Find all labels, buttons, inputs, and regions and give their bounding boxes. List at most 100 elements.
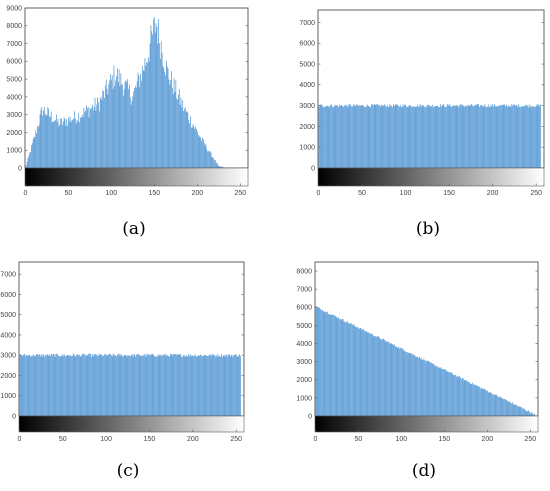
histogram-bar (492, 394, 493, 416)
histogram-bar (92, 110, 94, 168)
histogram-bar (349, 104, 351, 168)
histogram-bar (376, 335, 378, 416)
histogram-bar (460, 104, 461, 168)
histogram-bar (58, 126, 60, 168)
histogram-bar (458, 375, 460, 416)
histogram-bar (372, 335, 374, 416)
y-tick-label: 9000 (6, 5, 22, 12)
histogram-bar (196, 131, 198, 168)
histogram-bar (58, 356, 60, 416)
histogram-bar (395, 104, 397, 168)
histogram-bar (76, 120, 78, 168)
histogram-bar (190, 356, 192, 416)
histogram-bar (113, 65, 115, 168)
histogram-bar (433, 364, 435, 416)
x-tick-label: 250 (234, 190, 246, 197)
histogram-bar (115, 355, 117, 416)
histogram-bar (345, 322, 346, 416)
histogram-bar (323, 311, 325, 416)
y-tick-label: 7000 (0, 272, 16, 279)
histogram-bar (318, 106, 320, 168)
histogram-bar (395, 346, 397, 416)
histogram-bar (62, 353, 64, 416)
histogram-bar (498, 397, 499, 416)
histogram-bar (507, 401, 509, 416)
histogram-bar (425, 361, 427, 416)
histogram-bar (347, 107, 349, 168)
grayscale-colorbar (314, 415, 539, 433)
histogram-bar (512, 105, 514, 168)
histogram-bar (446, 106, 447, 168)
histogram-bar (88, 353, 90, 416)
histogram-bar (64, 118, 66, 168)
histogram-bar (379, 105, 380, 168)
histogram-bar (149, 43, 151, 168)
histogram-bar (32, 354, 34, 416)
histogram-bar (530, 105, 532, 168)
histogram-bar (66, 354, 68, 416)
histogram-bar (406, 106, 407, 168)
histogram-bar (370, 333, 372, 416)
histogram-bar (362, 329, 364, 416)
histogram-bar (30, 152, 31, 168)
histogram-bar (494, 106, 496, 168)
histogram-bar (30, 356, 32, 416)
histogram-bar (531, 411, 533, 416)
histogram-bar (239, 354, 241, 416)
histogram-bar (478, 104, 480, 168)
histogram-bar (380, 104, 382, 168)
histogram-bar (527, 411, 529, 416)
histogram-bar (406, 351, 407, 416)
histogram-bar (98, 353, 100, 416)
histogram-bar (68, 355, 70, 416)
y-tick-label: 4000 (6, 94, 22, 101)
histogram-bar (338, 104, 340, 168)
histogram-bar (91, 356, 92, 416)
histogram-bar (406, 352, 408, 416)
histogram-bar (110, 355, 112, 416)
histogram-bar (107, 355, 109, 416)
histogram-bar (166, 66, 168, 168)
histogram-bar (37, 126, 38, 168)
histogram-bar (383, 105, 385, 168)
histogram-bar (437, 366, 438, 416)
histogram-bar (357, 105, 359, 168)
histogram-bar (153, 17, 155, 168)
histogram-bar (386, 105, 388, 168)
histogram-bar (376, 336, 377, 416)
histogram-bar (400, 347, 401, 416)
histogram-bar (393, 345, 395, 416)
histogram-bar (327, 105, 329, 168)
histogram-bar (453, 105, 455, 168)
histogram-bar (208, 355, 209, 416)
histogram-bar (78, 355, 79, 416)
histogram-bar (36, 354, 38, 416)
histogram-bar (503, 399, 505, 416)
histogram-bar (461, 378, 463, 416)
histogram-bar (353, 325, 355, 416)
histogram-bar (451, 372, 453, 416)
histogram-bar (209, 353, 211, 416)
histogram-bar (431, 106, 433, 168)
histogram-bar (511, 402, 513, 416)
histogram-bar (492, 393, 494, 416)
x-tick-label: 50 (354, 436, 362, 443)
histogram-bar (76, 354, 78, 416)
x-tick-label: 100 (106, 190, 118, 197)
x-tick-label: 100 (100, 436, 112, 443)
histogram-bar (519, 106, 520, 168)
histogram-bar (221, 166, 223, 168)
histogram-bar (454, 105, 456, 168)
histogram-bar (182, 356, 183, 416)
histogram-bar (142, 70, 144, 168)
histogram-bar (500, 397, 502, 416)
histogram-bar (368, 332, 370, 416)
histogram-bar (118, 69, 120, 168)
histogram-bar (111, 356, 113, 416)
histogram-bar (319, 307, 321, 416)
histogram-bar (416, 356, 418, 416)
histogram-bar (219, 166, 221, 168)
histogram-bar (102, 356, 104, 416)
histogram-bar (495, 394, 497, 416)
histogram-bar (65, 126, 67, 168)
